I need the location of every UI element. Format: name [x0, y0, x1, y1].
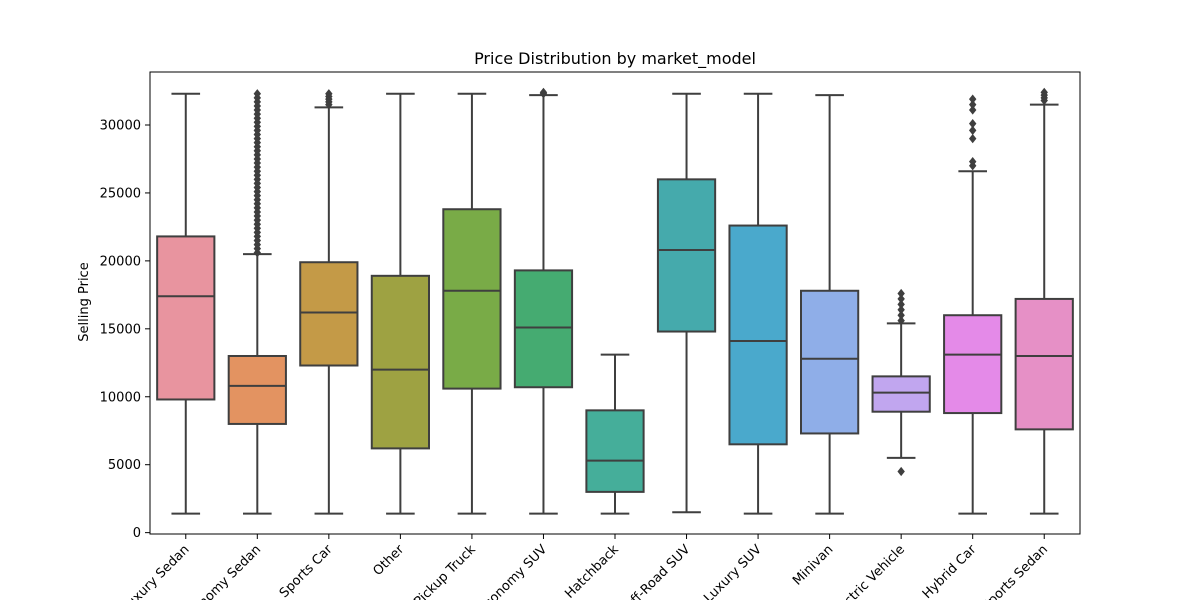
outlier-point — [968, 99, 977, 110]
y-tick-label: 0 — [133, 526, 141, 541]
x-tick-label: Sports Sedan — [979, 542, 1051, 600]
outlier-point — [968, 133, 977, 144]
box-sports-sedan — [1014, 297, 1074, 431]
box-minivan — [800, 289, 860, 435]
box-other — [370, 274, 430, 450]
box-off-road-suv — [656, 178, 717, 333]
x-tick-label: Luxury Sedan — [119, 542, 193, 600]
x-tick-label: Hatchback — [562, 542, 622, 600]
box-hybrid-car — [943, 314, 1003, 415]
box-hatchback — [585, 409, 645, 493]
x-tick-label: Economy SUV — [476, 542, 551, 600]
outlier-point — [897, 466, 905, 477]
y-tick-label: 20000 — [100, 254, 141, 269]
outlier-point — [1040, 87, 1048, 98]
x-tick-label: Off-Road SUV — [621, 542, 693, 600]
x-tick-label: Hybrid Car — [920, 542, 980, 600]
outlier-point — [897, 294, 905, 304]
outlier-point — [968, 94, 977, 104]
outlier-point — [968, 105, 977, 115]
chart-title: Price Distribution by market_model — [474, 49, 756, 69]
y-tick-label: 15000 — [100, 322, 141, 337]
box-pickup-truck — [442, 208, 502, 390]
box-economy-sedan — [227, 354, 287, 425]
outlier-point — [968, 157, 977, 167]
box-economy-suv — [513, 269, 574, 389]
x-tick-label: Pickup Truck — [411, 542, 479, 600]
outlier-point — [897, 299, 905, 309]
outlier-point — [968, 118, 977, 129]
y-tick-label: 10000 — [100, 390, 141, 405]
box-sports-car — [299, 261, 359, 367]
x-tick-label: Economy Sedan — [179, 542, 264, 600]
box-luxury-sedan — [156, 235, 216, 401]
outlier-point — [897, 288, 905, 299]
x-tick-label: Sports Car — [277, 542, 336, 600]
outlier-point — [253, 89, 262, 99]
plot-frame — [149, 71, 1081, 535]
y-tick-label: 30000 — [100, 118, 141, 133]
x-tick-label: Luxury SUV — [701, 542, 765, 600]
box-electric-vehicle — [871, 375, 931, 413]
x-tick-label: Other — [370, 542, 407, 579]
y-tick-label: 25000 — [100, 186, 141, 201]
outlier-point — [897, 316, 905, 326]
box-luxury-suv — [728, 224, 788, 446]
outlier-point — [968, 125, 977, 136]
outlier-point — [539, 87, 548, 98]
x-tick-label: Minivan — [790, 542, 836, 588]
y-tick-label: 5000 — [108, 458, 141, 473]
outlier-point — [897, 310, 905, 320]
x-tick-label: Electric Vehicle — [828, 542, 908, 600]
outlier-point — [325, 89, 333, 99]
y-axis-label: Selling Price — [77, 262, 92, 341]
outlier-point — [897, 305, 905, 315]
